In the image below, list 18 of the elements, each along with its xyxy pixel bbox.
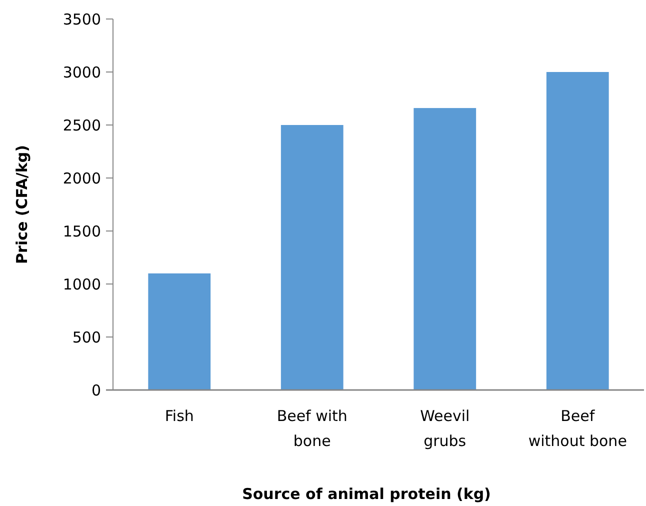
- y-tick-label: 500: [72, 328, 101, 346]
- x-tick-label: Weevil grubs: [420, 407, 470, 450]
- y-tick-label: 2000: [62, 169, 101, 188]
- bar: [280, 125, 344, 390]
- y-tick-label: 3500: [62, 10, 101, 28]
- bar: [148, 273, 211, 390]
- bar: [414, 108, 476, 390]
- bar: [546, 72, 609, 390]
- y-tick-label: 1000: [62, 275, 101, 294]
- x-tick-label: Beef without bone: [528, 407, 627, 450]
- x-tick-label: Beef with bone: [276, 407, 348, 450]
- y-tick-label: 3000: [62, 63, 101, 82]
- y-tick-label: 1500: [62, 222, 101, 240]
- y-tick-label: 0: [91, 381, 101, 400]
- y-axis-title: Price (CFA/kg): [13, 145, 31, 264]
- x-tick-label: Fish: [164, 407, 194, 425]
- y-tick-label: 2500: [62, 116, 101, 134]
- x-axis-title: Source of animal protein (kg): [242, 485, 491, 503]
